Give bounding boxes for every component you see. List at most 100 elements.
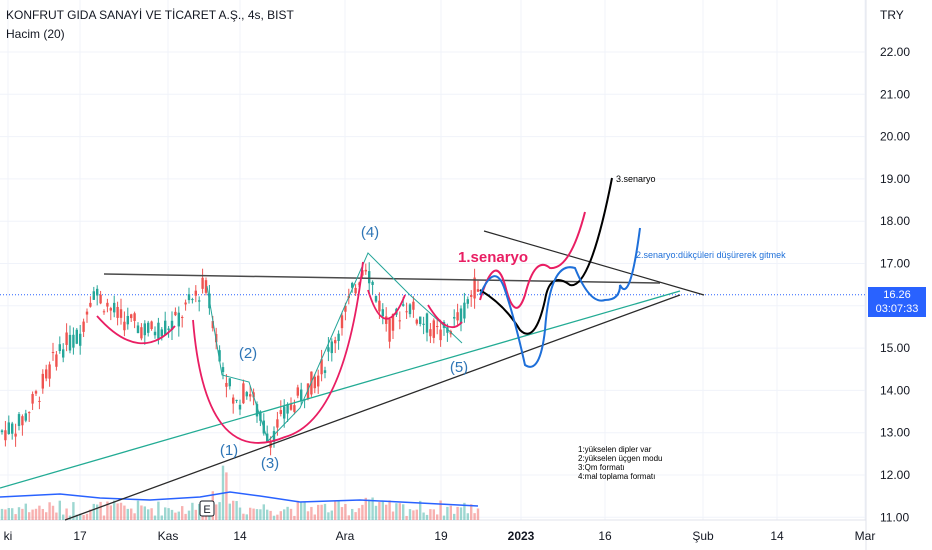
- time-tick-label: 14: [770, 529, 784, 543]
- volume-bar: [327, 512, 330, 520]
- volume-bar: [419, 500, 422, 520]
- candle-body: [89, 302, 92, 307]
- volume-bar: [119, 502, 123, 520]
- candle-body: [374, 296, 378, 302]
- candle-body: [354, 287, 357, 294]
- price-tick-label: 21.00: [880, 87, 910, 101]
- volume-bar: [330, 510, 333, 520]
- candle-body: [181, 317, 184, 319]
- volume-bar: [235, 501, 238, 520]
- volume-bar: [449, 505, 452, 520]
- volume-bar: [470, 504, 473, 520]
- candle-body: [289, 404, 293, 410]
- volume-bar: [463, 502, 466, 520]
- volume-bar: [130, 508, 133, 520]
- volume-bar: [340, 507, 344, 520]
- volume-bar: [41, 508, 44, 520]
- wave-label: (4): [361, 224, 379, 241]
- volume-bar: [89, 509, 92, 520]
- volume-bar: [225, 472, 228, 520]
- candle-body: [62, 349, 65, 358]
- candle-body: [184, 302, 187, 305]
- volume-bar: [466, 513, 469, 520]
- volume-bar: [357, 508, 361, 520]
- candle-body: [17, 414, 21, 426]
- cup-curve-right: [367, 289, 406, 320]
- volume-bar: [24, 503, 27, 520]
- candle-body: [419, 316, 422, 324]
- volume-bar: [269, 510, 272, 520]
- descending-resistance-trendline: [483, 230, 705, 296]
- candle-body: [456, 312, 459, 321]
- candle-body: [242, 383, 245, 404]
- candle-body: [340, 315, 344, 329]
- price-tick-label: 17.00: [880, 257, 910, 271]
- candle-body: [371, 281, 374, 285]
- volume-bar: [361, 504, 364, 520]
- annotation-note: 3:Qm formatı: [578, 463, 625, 472]
- wave-label: (5): [450, 359, 468, 376]
- volume-bar: [286, 506, 289, 520]
- candle-body: [473, 277, 476, 299]
- candle-body: [160, 329, 163, 337]
- volume-bar: [391, 511, 395, 520]
- candle-body: [38, 400, 41, 402]
- scenario-1-label: 1.senaryo: [458, 249, 528, 266]
- candle-body: [7, 422, 10, 434]
- volume-bar: [436, 514, 439, 520]
- candle-body: [415, 319, 418, 324]
- volume-bar: [425, 514, 429, 520]
- volume-bar: [109, 505, 112, 520]
- volume-bar: [354, 512, 357, 520]
- volume-bar: [28, 512, 31, 520]
- volume-ma-line: [0, 491, 479, 507]
- candle-body: [466, 299, 469, 304]
- volume-bar: [51, 505, 55, 520]
- candle-body: [249, 394, 252, 397]
- volume-indicator-label[interactable]: Hacim (20): [6, 27, 65, 41]
- candle-body: [235, 399, 238, 401]
- earnings-marker-box: [199, 500, 215, 517]
- candle-body: [48, 364, 51, 379]
- volume-bar: [147, 509, 150, 520]
- volume-bar: [174, 512, 177, 520]
- candle-body: [425, 313, 429, 333]
- currency-label[interactable]: TRY: [880, 8, 904, 22]
- candle-body: [463, 302, 466, 319]
- volume-bar: [177, 511, 180, 520]
- annotation-note: 4:mal toplama formatı: [578, 472, 655, 481]
- candle-body: [79, 333, 82, 346]
- price-tick-label: 12.00: [880, 468, 910, 482]
- candle-body: [72, 334, 75, 348]
- candle-body: [245, 392, 248, 397]
- volume-bar: [395, 503, 398, 520]
- volume-bar: [238, 507, 242, 520]
- volume-bar: [228, 503, 231, 520]
- candle-body: [177, 312, 180, 327]
- volume-bar: [150, 508, 153, 520]
- candle-body: [31, 393, 34, 404]
- candle-body: [102, 311, 106, 313]
- volume-bar: [21, 508, 24, 520]
- symbol-title[interactable]: KONFRUT GIDA SANAYİ VE TİCARET A.Ş., 4s,…: [6, 8, 294, 22]
- volume-bar: [113, 500, 116, 520]
- volume-bar: [252, 508, 255, 520]
- candle-body: [364, 269, 367, 272]
- candle-body: [119, 309, 123, 318]
- candle-body: [68, 334, 72, 351]
- time-tick-label: Mar: [855, 529, 876, 543]
- volume-bar: [266, 509, 269, 520]
- candle-body: [422, 323, 425, 325]
- volume-bar: [272, 515, 276, 520]
- time-tick-label: 19: [434, 529, 448, 543]
- candle-body: [58, 344, 61, 351]
- volume-bar: [429, 509, 432, 520]
- candle-body: [45, 369, 48, 379]
- candle-body: [204, 280, 208, 293]
- candle-body: [453, 317, 456, 319]
- volume-bar: [279, 511, 282, 520]
- candle-body: [211, 321, 214, 329]
- time-tick-label: 14: [233, 529, 247, 543]
- volume-bar: [75, 514, 78, 520]
